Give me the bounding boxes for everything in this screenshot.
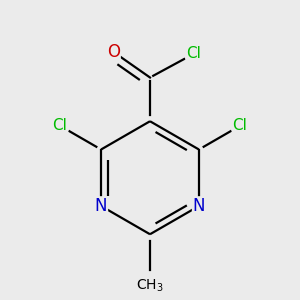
Text: N: N bbox=[193, 197, 205, 215]
Text: Cl: Cl bbox=[52, 118, 68, 133]
Text: O: O bbox=[107, 43, 120, 61]
Text: Cl: Cl bbox=[232, 118, 247, 133]
Text: CH$_3$: CH$_3$ bbox=[136, 277, 164, 294]
Text: Cl: Cl bbox=[186, 46, 201, 61]
Text: N: N bbox=[95, 197, 107, 215]
